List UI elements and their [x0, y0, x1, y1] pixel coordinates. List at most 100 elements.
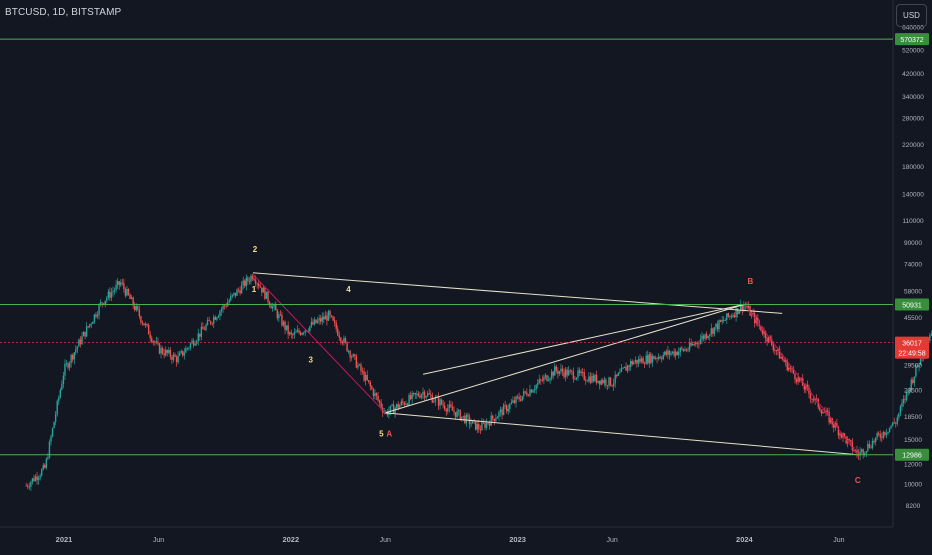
candle-body [301, 333, 302, 335]
candle-body [655, 358, 656, 359]
candle-body [297, 330, 298, 332]
candle-body [670, 353, 671, 355]
candle-body [345, 338, 346, 342]
level-badge-label: 12986 [902, 453, 922, 460]
candle-body [396, 404, 397, 408]
candle-body [875, 438, 876, 443]
candle-body [244, 281, 245, 287]
candle-body [929, 335, 930, 340]
candle-body [72, 355, 73, 359]
candle-body [115, 285, 116, 290]
candle-body [346, 342, 347, 351]
candle-body [729, 316, 730, 317]
candle-body [743, 305, 744, 311]
candle-body [597, 381, 598, 383]
candle-body [176, 357, 177, 362]
candle-body [698, 344, 699, 345]
candle-body [881, 437, 882, 438]
candle-body [35, 476, 36, 481]
candle-body [717, 324, 718, 330]
price-tick-label: 340000 [902, 94, 924, 101]
candle-body [328, 311, 329, 321]
candle-body [32, 478, 33, 482]
wave-label: B [748, 277, 754, 286]
candle-body [143, 323, 144, 325]
candle-body [202, 327, 203, 329]
candle-body [638, 359, 639, 364]
candle-body [849, 439, 850, 440]
candle-body [449, 404, 450, 408]
candle-body [119, 281, 120, 285]
candle-body [477, 424, 478, 430]
candle-body [359, 364, 360, 365]
price-axis[interactable]: 8200100001200015000185002350029500365004… [902, 25, 924, 511]
candle-body [36, 476, 37, 480]
candle-body [250, 276, 251, 282]
candle-body [367, 375, 368, 380]
candle-body [33, 478, 34, 481]
currency-button[interactable]: USD [896, 4, 927, 27]
candle-body [236, 290, 237, 296]
candle-body [207, 320, 208, 325]
price-tick-label: 110000 [902, 218, 924, 225]
price-tick-label: 140000 [902, 191, 924, 198]
candle-body [74, 352, 75, 359]
candle-body [340, 338, 341, 342]
candle-body [903, 399, 904, 403]
candle-body [883, 432, 884, 438]
candle-body [489, 423, 490, 425]
candle-body [748, 306, 749, 308]
candle-body [487, 423, 488, 424]
candle-body [413, 393, 414, 394]
candle-body [804, 386, 805, 390]
price-tick-label: 15000 [904, 437, 922, 444]
candle-body [861, 449, 862, 451]
candle-body [122, 283, 123, 284]
candle-body [421, 394, 422, 397]
candle-body [458, 410, 459, 411]
candle-body [140, 316, 141, 322]
candle-body [239, 290, 240, 293]
candle-body [483, 423, 484, 424]
candle-body [824, 412, 825, 413]
candle-body [410, 395, 411, 399]
candle-body [532, 391, 533, 393]
candle-body [656, 358, 657, 359]
candle-body [187, 348, 188, 349]
time-tick-label: Jun [380, 537, 391, 544]
candle-body [822, 412, 823, 413]
candle-body [179, 353, 180, 356]
price-tick-label: 8200 [906, 503, 921, 510]
candle-body [863, 449, 864, 454]
candle-body [407, 404, 408, 405]
candle-body [393, 404, 394, 413]
candle-body [649, 354, 650, 363]
candle-body [625, 367, 626, 371]
price-tick-label: 520000 [902, 47, 924, 54]
candle-body [537, 383, 538, 385]
candle-body [601, 380, 602, 384]
countdown-label: 22:49:58 [898, 351, 925, 358]
candle-body [27, 486, 28, 487]
candle-body [30, 482, 31, 487]
candle-body [549, 378, 550, 380]
level-badge-label: 50931 [902, 303, 922, 310]
candle-body [373, 389, 374, 396]
candle-body [689, 343, 690, 350]
candle-body [543, 377, 544, 380]
candle-body [199, 334, 200, 337]
candle-body [154, 341, 155, 342]
candle-body [114, 290, 115, 291]
candle-body [725, 320, 726, 321]
candle-body [427, 393, 428, 396]
candle-body [559, 371, 560, 374]
candle-body [253, 279, 254, 280]
candle-body [571, 371, 572, 372]
candle-body [325, 316, 326, 320]
candle-body [455, 412, 456, 417]
candle-body [105, 301, 106, 305]
candle-body [718, 320, 719, 329]
